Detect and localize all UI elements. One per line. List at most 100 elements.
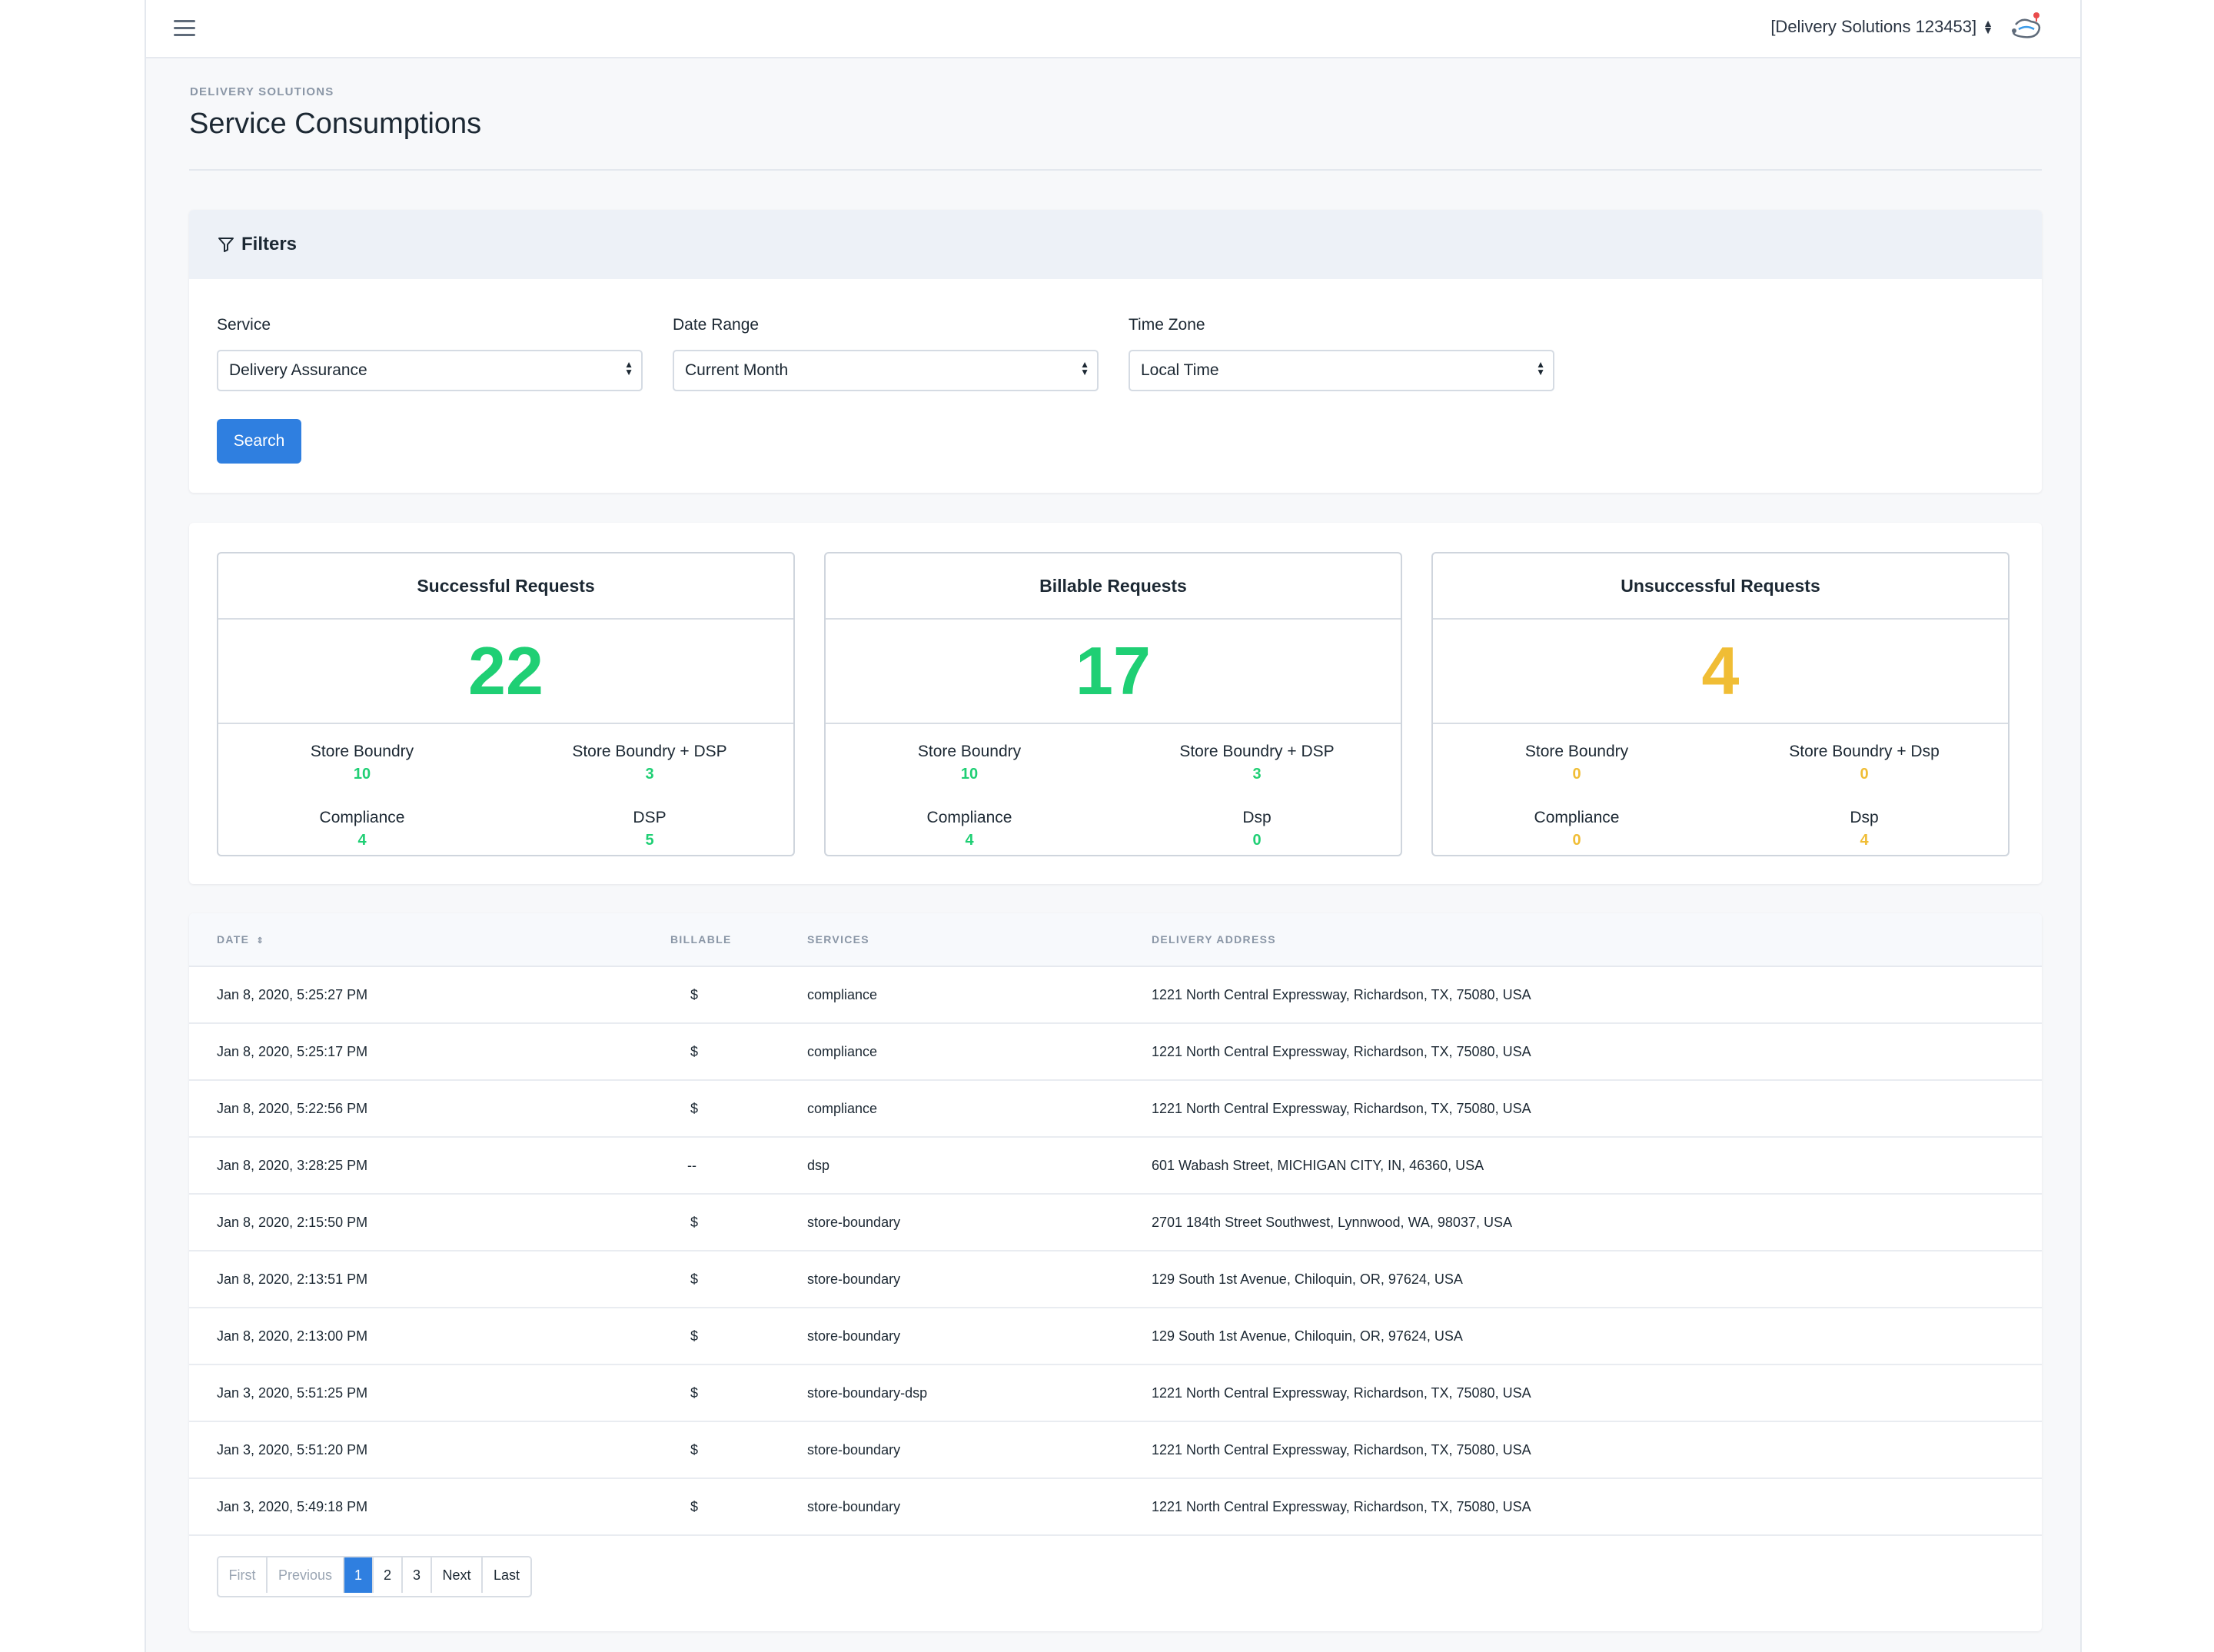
select-arrows-icon: ▲ ▼ (624, 359, 633, 377)
successful-requests-panel: Successful Requests 22 Store Boundry 10 … (217, 552, 795, 856)
stat-title: Unsuccessful Requests (1433, 553, 2008, 620)
table-row: Jan 8, 2020, 2:13:00 PM $ store-boundary… (189, 1308, 2042, 1365)
stat-total: 17 (826, 620, 1401, 724)
stat-item-label: Compliance (926, 809, 1012, 826)
delivery-route-logo-icon (2012, 12, 2041, 38)
table-row: Jan 3, 2020, 5:49:18 PM $ store-boundary… (189, 1479, 2042, 1536)
column-header-date[interactable]: DATE ⇕ (217, 933, 264, 946)
pagination-next[interactable]: Next (432, 1557, 483, 1593)
table-row: Jan 8, 2020, 5:25:17 PM $ compliance 122… (189, 1024, 2042, 1081)
cell-address: 1221 North Central Expressway, Richardso… (1152, 1044, 1531, 1059)
table-row: Jan 8, 2020, 3:28:25 PM -- dsp 601 Wabas… (189, 1138, 2042, 1195)
stat-total: 4 (1433, 620, 2008, 724)
stat-item-value: 4 (1860, 832, 1869, 849)
cell-date: Jan 8, 2020, 3:28:25 PM (217, 1158, 368, 1173)
column-header-label: DATE (217, 933, 250, 946)
service-select[interactable]: Delivery Assurance ▲ ▼ (217, 350, 643, 391)
account-switcher[interactable]: [Delivery Solutions 123453] ▲ ▼ (1770, 17, 1993, 37)
cell-billable: $ (690, 1271, 699, 1287)
pagination-page-3[interactable]: 3 (403, 1557, 432, 1593)
cell-address: 1221 North Central Expressway, Richardso… (1152, 987, 1531, 1002)
stat-item-label: Compliance (1534, 809, 1620, 826)
cell-service: store-boundary (807, 1328, 901, 1344)
stat-item-label: Store Boundry (1524, 743, 1629, 760)
date-range-label: Date Range (673, 316, 760, 334)
cell-service: compliance (807, 1101, 878, 1116)
pagination-page-1[interactable]: 1 (344, 1557, 374, 1593)
stats-card: Successful Requests 22 Store Boundry 10 … (189, 523, 2042, 884)
cell-date: Jan 8, 2020, 5:25:27 PM (217, 987, 368, 1002)
cell-billable: $ (690, 1442, 699, 1458)
filters-header: Filters (189, 210, 2042, 279)
service-label: Service (217, 316, 271, 334)
select-arrows-icon: ▲ ▼ (1983, 17, 1993, 36)
stat-item-label: Compliance (319, 809, 405, 826)
select-arrows-icon: ▲ ▼ (1536, 359, 1545, 377)
stat-title: Successful Requests (218, 553, 793, 620)
date-range-select-value: Current Month (685, 361, 789, 379)
time-zone-select[interactable]: Local Time ▲ ▼ (1129, 350, 1554, 391)
stat-item-value: 0 (1860, 766, 1869, 783)
cell-service: store-boundary (807, 1499, 901, 1514)
cell-date: Jan 8, 2020, 2:13:51 PM (217, 1271, 368, 1287)
stat-item: DSP 5 (506, 809, 793, 849)
cell-billable: $ (690, 1499, 699, 1514)
cell-address: 1221 North Central Expressway, Richardso… (1152, 1499, 1531, 1514)
table-row: Jan 3, 2020, 5:51:20 PM $ store-boundary… (189, 1422, 2042, 1479)
cell-service: compliance (807, 987, 878, 1002)
date-range-select[interactable]: Current Month ▲ ▼ (673, 350, 1099, 391)
stat-item-label: Store Boundry (310, 743, 414, 760)
sort-icon[interactable]: ⇕ (256, 936, 265, 946)
search-button[interactable]: Search (217, 419, 301, 464)
cell-date: Jan 3, 2020, 5:49:18 PM (217, 1499, 368, 1514)
column-header-address: DELIVERY ADDRESS (1152, 933, 1276, 946)
cell-service: store-boundary (807, 1442, 901, 1458)
stat-item-value: 0 (1252, 832, 1262, 849)
pagination-previous[interactable]: Previous (268, 1557, 344, 1593)
cell-date: Jan 3, 2020, 5:51:25 PM (217, 1385, 368, 1401)
stat-item-label: Store Boundry (917, 743, 1022, 760)
stat-item: Store Boundry 10 (218, 743, 506, 783)
stat-item-label: Store Boundry + Dsp (1789, 743, 1940, 760)
stat-item-label: Store Boundry + DSP (1179, 743, 1335, 760)
stat-item-value: 10 (353, 766, 371, 783)
divider (189, 169, 2042, 171)
stat-title: Billable Requests (826, 553, 1401, 620)
account-label: [Delivery Solutions 123453] (1770, 17, 1977, 36)
cell-address: 129 South 1st Avenue, Chiloquin, OR, 976… (1152, 1271, 1463, 1287)
pagination-last[interactable]: Last (483, 1557, 530, 1593)
stat-item-value: 3 (1252, 766, 1262, 783)
stat-item-value: 0 (1572, 832, 1581, 849)
cell-address: 1221 North Central Expressway, Richardso… (1152, 1385, 1531, 1401)
hamburger-menu-icon[interactable] (174, 20, 195, 37)
filters-heading: Filters (241, 234, 298, 254)
cell-billable: $ (690, 1328, 699, 1344)
stat-item: Dsp 0 (1113, 809, 1401, 849)
cell-address: 129 South 1st Avenue, Chiloquin, OR, 976… (1152, 1328, 1463, 1344)
select-arrows-icon: ▲ ▼ (1080, 359, 1089, 377)
stat-item-value: 4 (965, 832, 974, 849)
table-header: DATE ⇕ BILLABLE SERVICES DELIVERY ADDRES… (189, 913, 2042, 967)
stat-item: Compliance 0 (1433, 809, 1720, 849)
filters-card: Filters Service Delivery Assurance ▲ ▼ Da… (189, 210, 2042, 493)
service-select-value: Delivery Assurance (229, 361, 367, 379)
pagination-page-2[interactable]: 2 (374, 1557, 403, 1593)
cell-billable: -- (687, 1158, 696, 1173)
table-row: Jan 8, 2020, 5:22:56 PM $ compliance 122… (189, 1081, 2042, 1138)
cell-date: Jan 8, 2020, 5:25:17 PM (217, 1044, 368, 1059)
page-title: Service Consumptions (189, 108, 482, 140)
stat-item-value: 0 (1572, 766, 1581, 783)
cell-address: 2701 184th Street Southwest, Lynnwood, W… (1152, 1215, 1512, 1230)
column-header-billable: BILLABLE (670, 933, 732, 946)
table-row: Jan 8, 2020, 2:13:51 PM $ store-boundary… (189, 1251, 2042, 1308)
stat-item: Store Boundry + DSP 3 (506, 743, 793, 783)
cell-date: Jan 3, 2020, 5:51:20 PM (217, 1442, 368, 1458)
cell-billable: $ (690, 1101, 699, 1116)
stat-item: Store Boundry + Dsp 0 (1720, 743, 2008, 783)
stat-item: Compliance 4 (218, 809, 506, 849)
filter-funnel-icon (218, 238, 234, 252)
stat-item: Compliance 4 (826, 809, 1113, 849)
stat-total: 22 (218, 620, 793, 724)
pagination-first[interactable]: First (218, 1557, 268, 1593)
app-frame: [Delivery Solutions 123453] ▲ ▼ DELIVERY … (145, 0, 2082, 1652)
